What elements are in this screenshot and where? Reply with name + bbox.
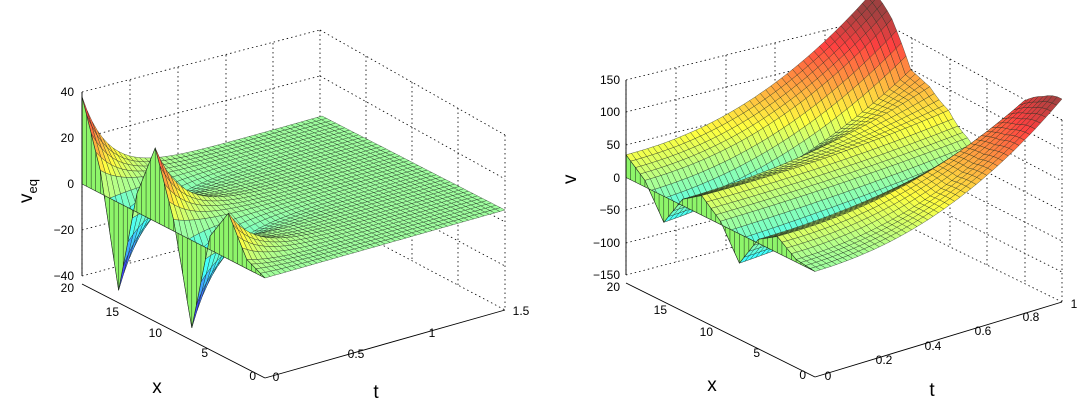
- t-axis-label-left: t: [373, 382, 379, 403]
- z-tick: 40: [61, 85, 75, 99]
- z-tick: 0: [67, 177, 74, 191]
- t-tick: 0.8: [1023, 310, 1040, 324]
- z-tick: −20: [54, 223, 75, 237]
- z-tick: 100: [600, 105, 620, 119]
- x-tick: 10: [149, 326, 163, 340]
- surface-left: [81, 96, 506, 328]
- z-tick: 150: [600, 73, 620, 87]
- z-label-sub: eq: [25, 179, 40, 193]
- x-axis-left: [81, 283, 266, 379]
- t-tick: 0: [825, 369, 832, 383]
- z-tick: −40: [54, 269, 75, 283]
- x-tick: 15: [106, 305, 120, 319]
- z-tick: −100: [593, 236, 620, 250]
- x-tick: 10: [700, 325, 714, 339]
- x-axis-label-left: x: [152, 377, 162, 398]
- z-axis-label-right: v: [560, 174, 581, 184]
- z-axis-label-left: veq: [16, 179, 40, 203]
- t-tick: 0: [273, 370, 280, 384]
- t-ticks-left: 0 0.5 1 1.5: [273, 304, 530, 384]
- surface-plot-right: 150 100 50 0 −50 −100 −150 20 15 10 5 0 …: [560, 0, 1078, 401]
- x-axis-right: [625, 282, 816, 378]
- t-axis-left: [264, 309, 506, 379]
- t-axis-right: [814, 301, 1063, 378]
- t-tick: 1: [429, 326, 436, 340]
- z-tick: 50: [607, 138, 621, 152]
- surface-plot-left: 40 20 0 −20 −40 20 15 10 5 0 0 0.5 1 1.5…: [16, 29, 530, 403]
- x-tick: 15: [654, 303, 668, 317]
- z-tick: −50: [600, 203, 621, 217]
- x-tick: 20: [607, 280, 621, 294]
- surface-right: [625, 0, 1063, 272]
- t-tick: 0.4: [925, 339, 942, 353]
- t-ticks-right: 0 0.2 0.4 0.6 0.8 1: [825, 297, 1078, 383]
- x-axis-label-right: x: [707, 375, 717, 396]
- x-ticks-left: 20 15 10 5 0: [61, 281, 257, 383]
- z-tick: −150: [593, 268, 620, 282]
- t-tick: 1: [1071, 297, 1078, 311]
- z-tick: 0: [613, 171, 620, 185]
- t-tick: 0.6: [975, 324, 992, 338]
- z-label-main: v: [16, 193, 37, 203]
- x-tick: 0: [249, 369, 256, 383]
- t-axis-label-right: t: [929, 380, 935, 401]
- x-tick: 5: [201, 346, 208, 360]
- t-tick: 1.5: [513, 304, 530, 318]
- z-ticks-left: 40 20 0 −20 −40: [54, 85, 75, 283]
- z-tick: 20: [61, 131, 75, 145]
- x-tick: 5: [753, 346, 760, 360]
- z-ticks-right: 150 100 50 0 −50 −100 −150: [593, 73, 620, 282]
- x-tick: 0: [799, 368, 806, 382]
- x-ticks-right: 20 15 10 5 0: [607, 280, 807, 382]
- x-tick: 20: [61, 281, 75, 295]
- t-tick: 0.5: [348, 347, 365, 361]
- t-tick: 0.2: [876, 353, 893, 367]
